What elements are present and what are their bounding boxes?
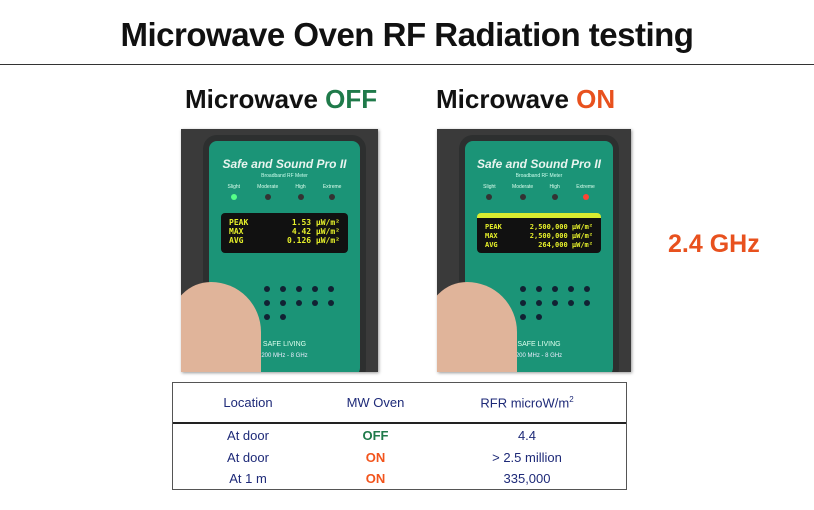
cell-location: At 1 m <box>229 471 267 487</box>
led-label: Slight <box>227 184 241 190</box>
slide-title: Microwave Oven RF Radiation testing <box>120 16 694 53</box>
reading-value: 2,500,000 µW/m² <box>529 232 593 240</box>
led-icon <box>230 194 237 200</box>
reading-label: AVG <box>485 241 498 249</box>
divider <box>0 64 814 65</box>
led-icon <box>582 194 589 200</box>
header-mw-oven: MW Oven <box>346 395 405 410</box>
cell-rfr: 335,000 <box>503 471 551 487</box>
led-label: Extreme <box>576 184 595 190</box>
cell-rfr: > 2.5 million <box>492 449 562 465</box>
cell-state: OFF <box>362 428 389 444</box>
led-label: Extreme <box>322 184 342 190</box>
led-label: Slight <box>483 184 496 190</box>
frequency-label: 2.4 GHz <box>668 230 760 258</box>
label-state: ON <box>576 84 616 114</box>
brand-logo: SAFE LIVING <box>517 341 561 348</box>
led-row: Slight Moderate High Extreme <box>475 184 603 200</box>
device-subtitle: Broadband RF Meter <box>515 173 563 179</box>
hand <box>437 282 517 372</box>
led-icon <box>297 194 304 200</box>
led-icon <box>519 194 526 200</box>
cell-state: ON <box>365 471 386 487</box>
speaker-grille <box>264 286 344 320</box>
device-subtitle: Broadband RF Meter <box>261 173 308 179</box>
meter-photo-off: Safe and Sound Pro II Broadband RF Meter… <box>181 129 378 372</box>
brand-logo: SAFE LIVING <box>262 341 307 348</box>
label-state: OFF <box>325 84 378 114</box>
led-icon <box>329 194 336 200</box>
cell-location: At door <box>227 449 269 465</box>
led-label: High <box>549 184 560 190</box>
speaker-grille <box>520 286 600 320</box>
cell-state: ON <box>365 449 386 465</box>
led-icon <box>486 194 493 200</box>
header-rfr-exponent: 2 <box>569 394 574 404</box>
meter-photo-on: Safe and Sound Pro II Broadband RF Meter… <box>437 129 631 372</box>
reading-value: 0.126 µW/m² <box>287 236 340 245</box>
reading-value: 264,000 µW/m² <box>538 241 593 249</box>
rf-meter: Safe and Sound Pro II Broadband RF Meter… <box>459 135 619 372</box>
device-name: Safe and Sound Pro II <box>476 157 601 171</box>
panel-label-off: Microwave OFF <box>185 84 377 115</box>
table-header: Location MW Oven RFR microW/m2 <box>173 383 626 424</box>
reading-label: AVG <box>229 236 244 245</box>
reading-label: PEAK <box>229 218 249 227</box>
frequency-range: 200 MHz - 8 GHz <box>261 353 308 359</box>
reading-value: 4.42 µW/m² <box>291 227 340 236</box>
label-prefix: Microwave <box>436 84 577 114</box>
reading-value: 2,500,000 µW/m² <box>529 223 593 231</box>
table-row: At door OFF 4.4 <box>173 425 626 447</box>
reading-value: 1.53 µW/m² <box>291 218 340 227</box>
frequency-range: 200 MHz - 8 GHz <box>515 353 563 359</box>
table-row: At 1 m ON 335,000 <box>173 468 626 490</box>
label-prefix: Microwave <box>185 84 326 114</box>
cell-location: At door <box>227 428 269 444</box>
led-label: Moderate <box>257 184 279 190</box>
header-rfr-text: RFR microW/m <box>480 395 570 411</box>
led-label: Moderate <box>512 184 534 190</box>
reading-label: MAX <box>229 227 244 236</box>
led-icon <box>264 194 271 200</box>
header-rfr: RFR microW/m2 <box>428 395 626 410</box>
panel-label-on: Microwave ON <box>436 84 615 115</box>
header-location: Location <box>223 395 273 410</box>
hand <box>181 282 261 372</box>
led-icon <box>551 194 558 200</box>
led-row: Slight Moderate High Extreme <box>219 184 350 200</box>
cell-rfr: 4.4 <box>517 428 537 444</box>
meter-display: PEAK 2,500,000 µW/m² MAX 2,500,000 µW/m² A… <box>477 213 601 253</box>
reading-label: PEAK <box>485 223 502 231</box>
results-table: Location MW Oven RFR microW/m2 At door O… <box>172 382 627 490</box>
meter-display: PEAK 1.53 µW/m² MAX 4.42 µW/m² AVG 0.126 µW… <box>221 213 348 253</box>
device-name: Safe and Sound Pro II <box>222 157 347 171</box>
table-row: At door ON > 2.5 million <box>173 447 626 469</box>
reading-label: MAX <box>485 232 498 240</box>
led-label: High <box>295 184 306 190</box>
